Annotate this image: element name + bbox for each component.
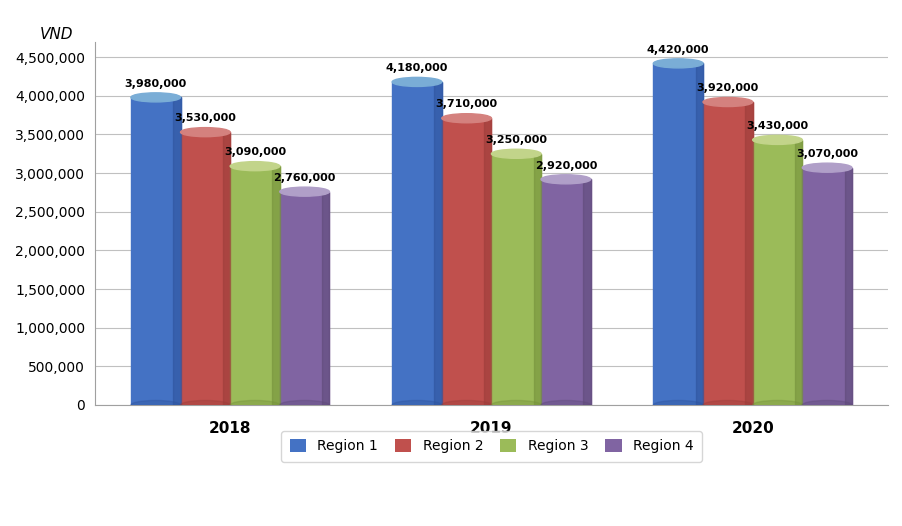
Bar (653, 63, 703, 405)
Bar (703, 102, 752, 405)
Text: 4,180,000: 4,180,000 (385, 63, 447, 73)
Bar (441, 118, 491, 405)
Bar (583, 179, 590, 405)
Bar (173, 97, 180, 405)
Legend: Region 1, Region 2, Region 3, Region 4: Region 1, Region 2, Region 3, Region 4 (281, 431, 701, 462)
Ellipse shape (491, 149, 540, 158)
Ellipse shape (230, 400, 280, 410)
Ellipse shape (441, 114, 491, 123)
Ellipse shape (703, 97, 752, 107)
Ellipse shape (653, 400, 703, 410)
Text: 3,090,000: 3,090,000 (224, 147, 286, 157)
Text: 3,430,000: 3,430,000 (746, 121, 807, 131)
Bar (223, 132, 230, 405)
Ellipse shape (180, 400, 230, 410)
Ellipse shape (752, 400, 801, 410)
Bar (483, 118, 491, 405)
Ellipse shape (180, 128, 230, 137)
Text: 3,920,000: 3,920,000 (696, 83, 759, 93)
Bar (695, 63, 703, 405)
Bar (540, 179, 590, 405)
Text: 3,070,000: 3,070,000 (796, 149, 857, 159)
Text: 3,250,000: 3,250,000 (484, 135, 547, 145)
Ellipse shape (752, 135, 801, 145)
Ellipse shape (491, 400, 540, 410)
Bar (744, 102, 752, 405)
Bar (391, 82, 441, 405)
Bar (801, 168, 851, 405)
Bar (843, 168, 851, 405)
Text: 2,760,000: 2,760,000 (273, 173, 336, 183)
Bar (491, 154, 540, 405)
Ellipse shape (280, 187, 329, 196)
Text: 4,420,000: 4,420,000 (646, 45, 709, 55)
Ellipse shape (131, 93, 180, 102)
Ellipse shape (391, 400, 441, 410)
Text: VND: VND (40, 27, 73, 42)
Ellipse shape (540, 400, 590, 410)
Ellipse shape (230, 161, 280, 171)
Text: 3,710,000: 3,710,000 (435, 99, 497, 109)
Bar (794, 140, 801, 405)
Text: 2,920,000: 2,920,000 (534, 160, 596, 170)
Bar (180, 132, 230, 405)
Bar (752, 140, 801, 405)
Bar (280, 191, 329, 405)
Bar (230, 166, 280, 405)
Ellipse shape (801, 163, 851, 172)
Text: 3,530,000: 3,530,000 (174, 114, 236, 124)
Bar (272, 166, 280, 405)
Bar (434, 82, 441, 405)
Text: 3,980,000: 3,980,000 (124, 78, 187, 88)
Ellipse shape (280, 400, 329, 410)
Ellipse shape (703, 400, 752, 410)
Bar (131, 97, 180, 405)
Ellipse shape (540, 175, 590, 184)
Ellipse shape (131, 400, 180, 410)
Bar (533, 154, 540, 405)
Ellipse shape (653, 59, 703, 68)
Ellipse shape (801, 400, 851, 410)
Ellipse shape (441, 400, 491, 410)
Bar (322, 191, 329, 405)
Ellipse shape (391, 77, 441, 86)
